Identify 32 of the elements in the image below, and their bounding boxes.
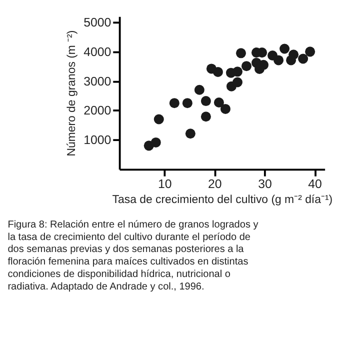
point xyxy=(212,66,223,77)
point xyxy=(232,77,242,88)
point xyxy=(220,104,230,114)
x-axis-title: Tasa de crecimiento del cultivo (g m⁻² día⁻¹) xyxy=(112,194,333,206)
point xyxy=(236,48,246,58)
y-tick-label: 3000 xyxy=(84,74,112,88)
y-tick-label: 5000 xyxy=(84,16,112,30)
point xyxy=(200,112,211,122)
point xyxy=(194,84,204,95)
x-tick-label: 30 xyxy=(258,176,272,191)
point xyxy=(241,61,252,72)
point xyxy=(305,46,316,57)
point xyxy=(274,55,284,66)
point xyxy=(154,114,164,124)
point xyxy=(169,98,180,108)
point xyxy=(200,96,211,106)
y-tick-label: 2000 xyxy=(84,104,112,118)
x-tick-label: 40 xyxy=(308,176,322,191)
point xyxy=(286,55,296,66)
point xyxy=(182,98,192,108)
point xyxy=(232,66,242,77)
y-tick-label: 4000 xyxy=(84,44,112,59)
y-axis-title: Número de granos (m ⁻²) xyxy=(66,30,78,156)
y-tick-label: 1000 xyxy=(84,133,112,148)
text: Figura 8: Relación entre el número de granos logrados y la tasa de crecimiento del cultivo durante el período de dos semanas previas y dos semanas posteriores a la floración femenina para maíces cultivados en distintas condiciones de disponibilidad hídrica, nutricional o radiativa. Adaptado de Andrade y col., 1996. xyxy=(8,219,258,292)
point xyxy=(280,44,290,54)
point xyxy=(214,98,224,108)
x-tick-label: 20 xyxy=(208,176,222,191)
point xyxy=(185,128,196,139)
point xyxy=(150,137,161,148)
x-tick-label: 10 xyxy=(158,176,172,191)
point xyxy=(298,54,308,64)
